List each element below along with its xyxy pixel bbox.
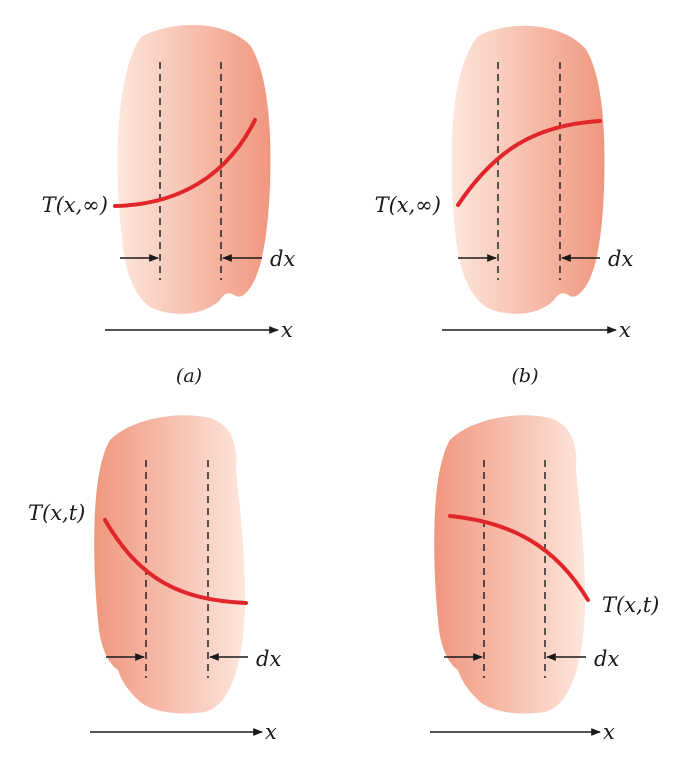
curve-label: T(x,∞)	[375, 193, 441, 217]
panel-caption: (a)	[176, 365, 202, 387]
panel-d: T(x,t) dx x	[430, 415, 659, 744]
panel-b: T(x,∞) dx x (b)	[375, 25, 633, 387]
x-axis-label: x	[281, 318, 293, 342]
x-axis-label: x	[603, 720, 615, 744]
panel-c: T(x,t) dx x	[28, 415, 281, 744]
temperature-curve	[103, 518, 248, 605]
x-axis-label: x	[619, 318, 631, 342]
temperature-curve	[448, 514, 590, 602]
dx-label: dx	[608, 247, 633, 271]
temperature-curve	[113, 118, 257, 208]
body-shape	[117, 24, 271, 314]
x-axis-label: x	[265, 720, 277, 744]
curve-label: T(x,∞)	[42, 193, 108, 217]
panel-a: T(x,∞) dx x (a)	[42, 24, 295, 387]
curve-label: T(x,t)	[602, 593, 659, 617]
temperature-curve	[456, 119, 602, 207]
body-shape	[434, 415, 586, 714]
panel-caption: (b)	[512, 365, 539, 387]
dx-label: dx	[594, 647, 619, 671]
dx-label: dx	[256, 647, 281, 671]
dx-label: dx	[270, 247, 295, 271]
curve-label: T(x,t)	[28, 501, 85, 525]
body-shape	[451, 25, 605, 314]
body-shape	[94, 415, 246, 714]
